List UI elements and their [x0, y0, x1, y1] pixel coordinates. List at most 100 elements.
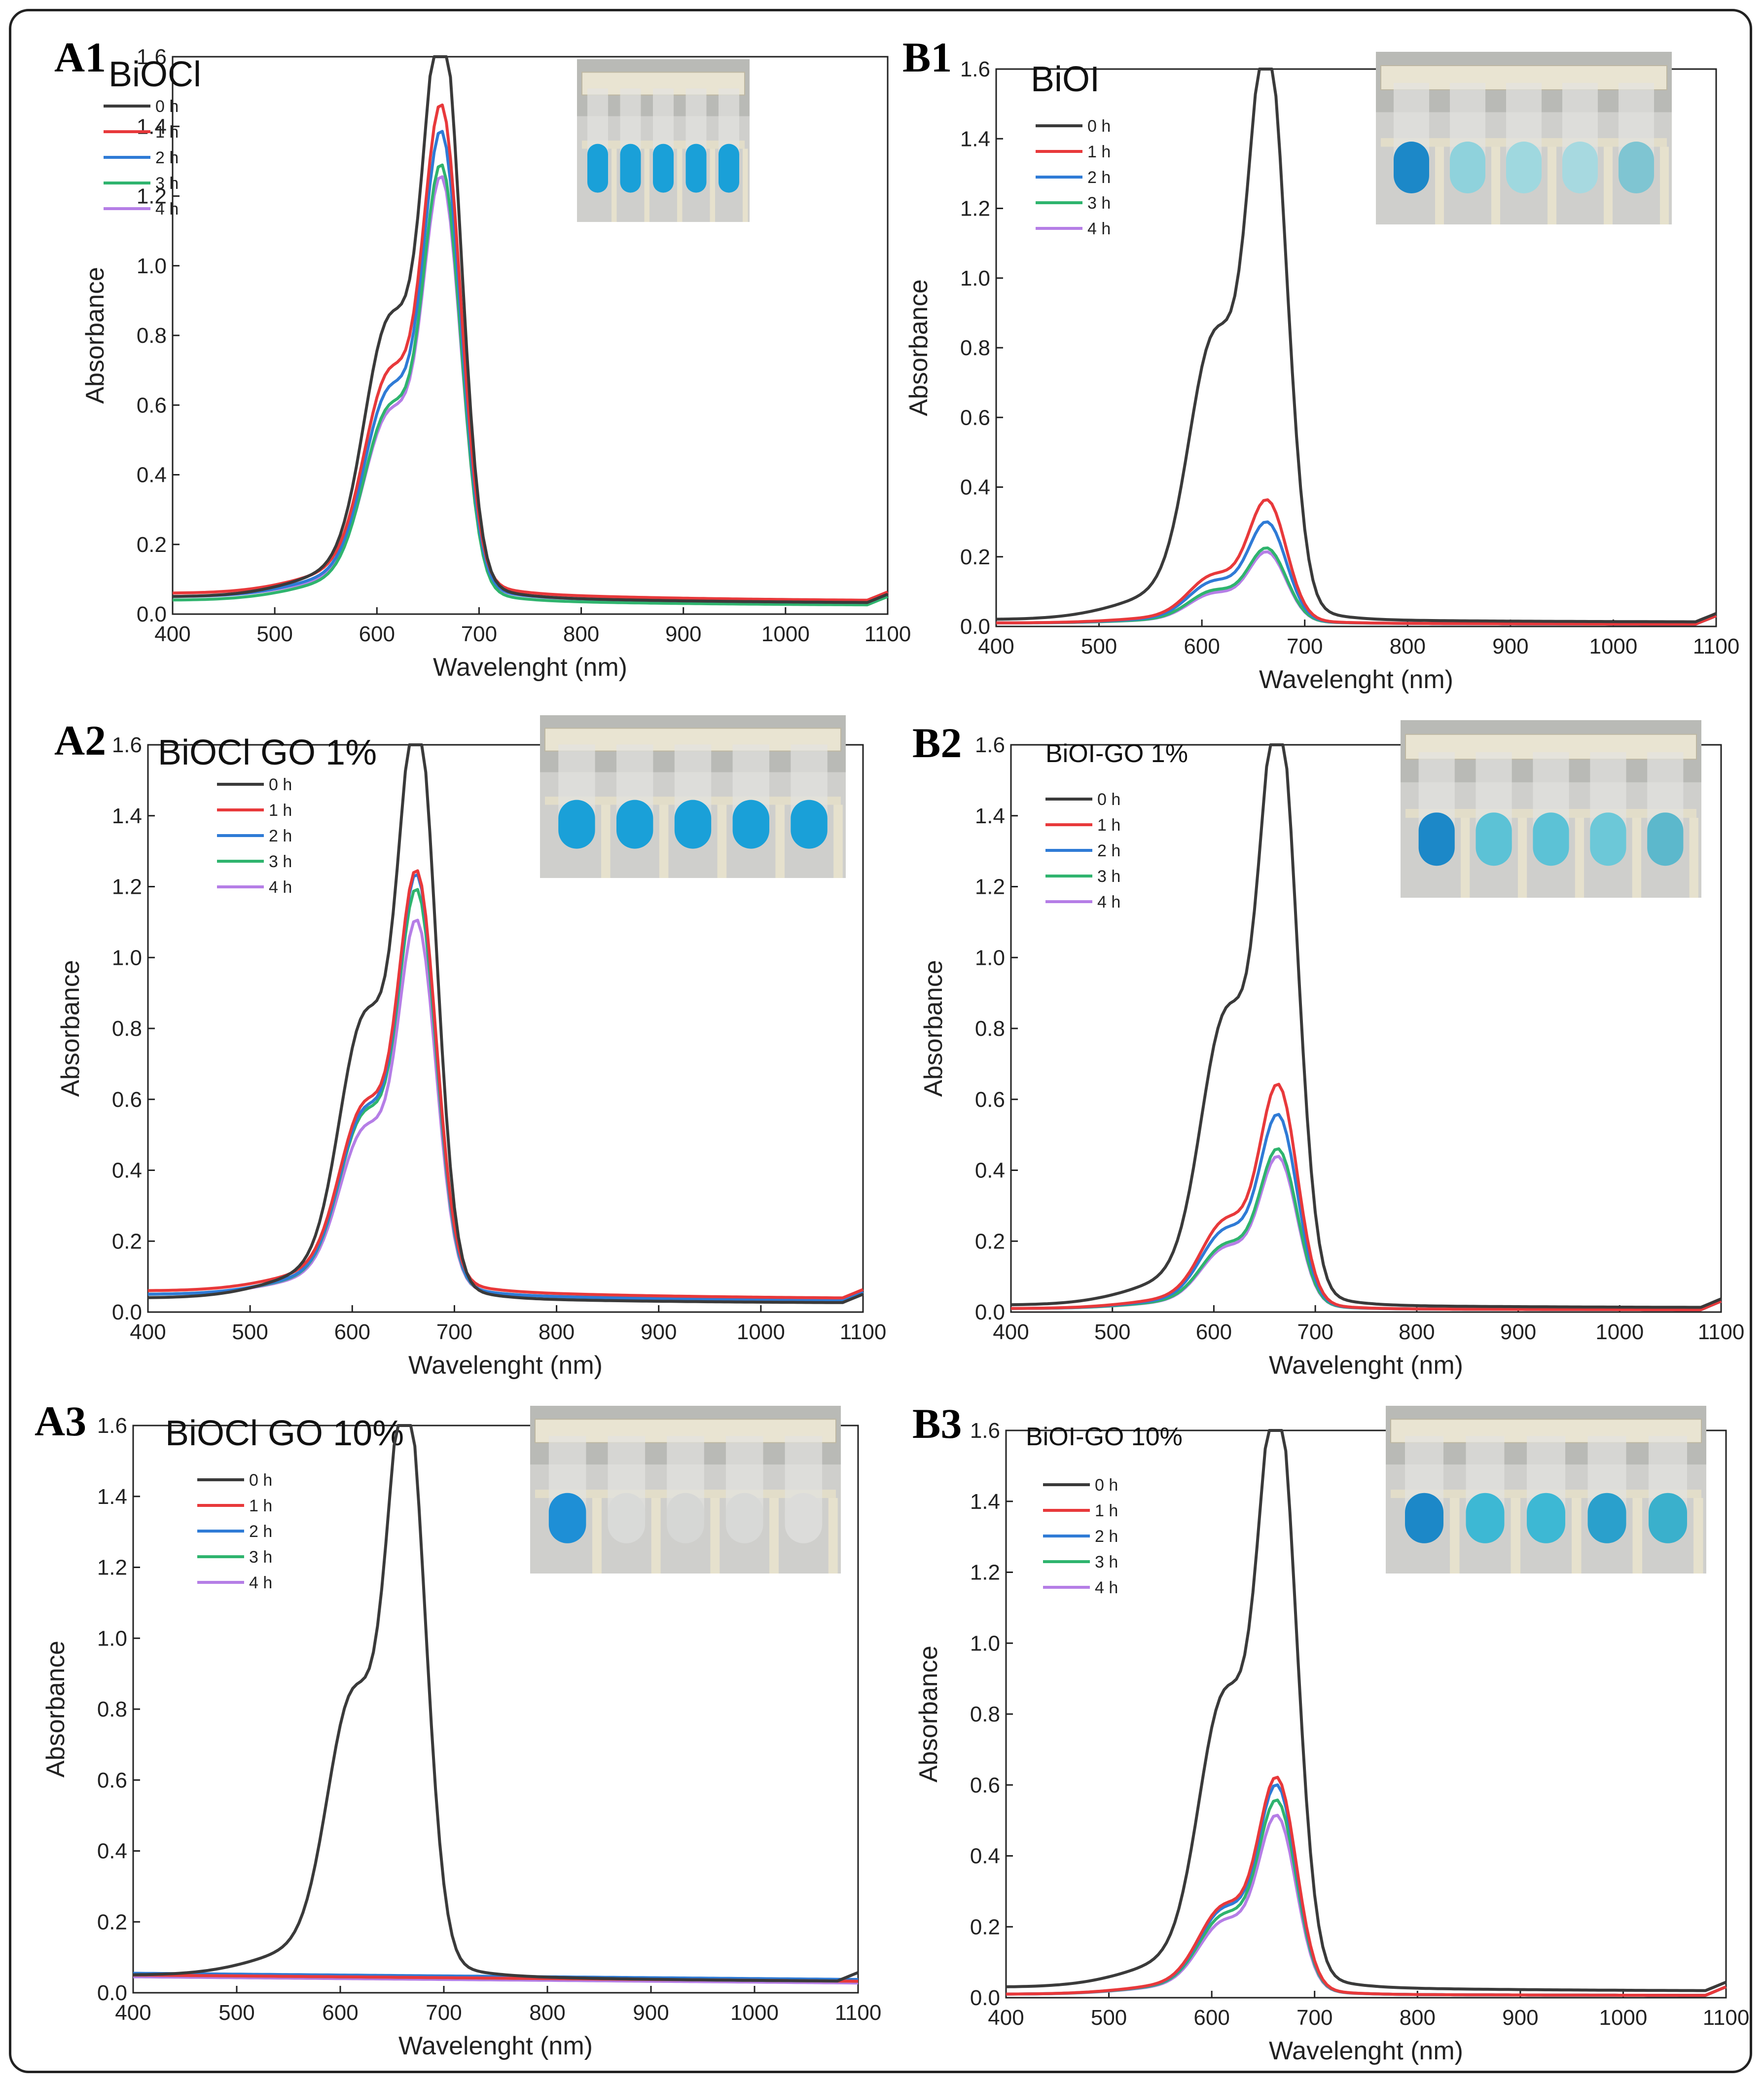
- chart-b1: 400 500 600 700 800 900 1000 1100 0.0 0.2 0.4 0.6 0.…: [902, 34, 1740, 694]
- legend-label: 4 h: [1097, 893, 1120, 912]
- y-axis-title: Absorbance: [919, 960, 948, 1097]
- y-tick-label: 1.4: [137, 114, 167, 139]
- y-tick-label: 0.4: [112, 1159, 142, 1183]
- legend-label: 0 h: [155, 97, 179, 116]
- x-tick-label: 900: [641, 1320, 677, 1344]
- y-tick-label: 0.2: [112, 1229, 142, 1253]
- x-tick-label: 500: [1081, 634, 1117, 658]
- inset-photo: [1401, 720, 1701, 898]
- x-tick-label: 400: [154, 622, 190, 646]
- plot-area-frame: [172, 56, 889, 615]
- series-line-3h: [172, 163, 889, 607]
- x-tick-label: 1100: [1698, 1320, 1745, 1344]
- panel-label: A2: [54, 717, 106, 764]
- chart-title: BiOCl GO 10%: [165, 1414, 404, 1453]
- legend-label: 1 h: [155, 123, 179, 142]
- panel-label: B2: [912, 719, 962, 767]
- y-tick-label: 1.2: [97, 1556, 127, 1580]
- chart-a1: 400 500 600 700 800 900 1000 1100 0.0 0.2 0.4 0.6 0.…: [54, 34, 911, 682]
- legend-label: 0 h: [269, 775, 292, 794]
- y-tick-label: 0.2: [975, 1229, 1005, 1253]
- legend-label: 4 h: [249, 1573, 272, 1592]
- series-line-3h: [1010, 1147, 1722, 1312]
- series-line-2h: [172, 130, 889, 604]
- legend-label: 4 h: [155, 200, 179, 219]
- legend-label: 3 h: [249, 1548, 272, 1567]
- x-axis-title: Wavelenght (nm): [1259, 665, 1453, 694]
- x-tick-label: 1100: [840, 1320, 887, 1344]
- chart-a2: 400 500 600 700 800 900 1000 1100 0.0 0.2 0.4 0.6 0.…: [54, 715, 886, 1380]
- x-tick-label: 1000: [737, 1320, 785, 1344]
- series-line-0h: [133, 1424, 859, 1983]
- y-tick-label: 0.6: [975, 1088, 1005, 1112]
- x-tick-label: 600: [1184, 634, 1220, 658]
- legend-label: 0 h: [1097, 790, 1120, 809]
- series-line-1h: [1011, 1083, 1722, 1312]
- legend-label: 2 h: [1095, 1527, 1118, 1546]
- series-line-0h: [1010, 743, 1722, 1309]
- x-tick-label: 1100: [1703, 2006, 1750, 2030]
- inset-photo: [530, 1406, 841, 1573]
- y-tick-label: 0.4: [960, 476, 990, 500]
- y-axis-title: Absorbance: [56, 960, 85, 1097]
- x-tick-label: 1000: [1589, 634, 1637, 658]
- y-axis-title: Absorbance: [81, 267, 109, 404]
- x-tick-label: 900: [1500, 1320, 1536, 1344]
- y-tick-label: 1.2: [975, 875, 1005, 899]
- x-tick-label: 700: [1297, 1320, 1333, 1344]
- series-line-1h: [996, 498, 1717, 626]
- x-tick-label: 600: [1196, 1320, 1232, 1344]
- legend-label: 1 h: [1095, 1501, 1118, 1520]
- series-line-3h: [996, 546, 1717, 626]
- x-tick-label: 500: [218, 2001, 254, 2025]
- y-tick-label: 0.0: [137, 602, 167, 626]
- y-tick-label: 0.0: [97, 1981, 127, 2005]
- y-tick-label: 1.6: [112, 733, 142, 757]
- series-line-0h: [1006, 1429, 1727, 1992]
- y-tick-label: 1.4: [112, 804, 142, 828]
- x-tick-label: 400: [988, 2006, 1024, 2030]
- y-tick-label: 0.4: [970, 1844, 1000, 1868]
- y-tick-label: 1.0: [975, 946, 1005, 970]
- y-tick-label: 0.8: [975, 1017, 1005, 1041]
- x-axis-title: Wavelenght (nm): [1269, 2037, 1463, 2065]
- y-tick-label: 0.2: [970, 1915, 1000, 1939]
- x-tick-label: 700: [1287, 634, 1323, 658]
- series-line-2h: [147, 873, 864, 1302]
- x-tick-label: 400: [115, 2001, 151, 2025]
- y-tick-label: 0.8: [112, 1017, 142, 1041]
- panel-label: B3: [912, 1400, 962, 1447]
- y-tick-label: 1.6: [960, 57, 990, 81]
- legend-label: 0 h: [249, 1471, 272, 1490]
- y-tick-label: 1.0: [97, 1626, 127, 1650]
- series-line-3h: [147, 888, 864, 1302]
- legend-label: 1 h: [269, 801, 292, 820]
- legend-label: 0 h: [1095, 1476, 1118, 1495]
- legend-label: 3 h: [1097, 867, 1120, 886]
- inset-photo: [1386, 1406, 1706, 1573]
- y-tick-label: 0.8: [97, 1697, 127, 1721]
- y-axis-title: Absorbance: [914, 1646, 943, 1783]
- y-tick-label: 1.0: [970, 1631, 1000, 1655]
- y-tick-label: 0.0: [960, 615, 990, 639]
- legend-label: 4 h: [1095, 1578, 1118, 1597]
- legend-label: 3 h: [1095, 1553, 1118, 1572]
- legend-label: 0 h: [1087, 117, 1111, 136]
- x-tick-label: 400: [130, 1320, 166, 1344]
- x-axis-title: Wavelenght (nm): [433, 653, 627, 682]
- x-tick-label: 1100: [835, 2001, 882, 2025]
- panel-label: A1: [54, 34, 106, 81]
- y-tick-label: 0.2: [960, 545, 990, 569]
- chart-title: BiOI-GO 10%: [1026, 1423, 1183, 1451]
- x-tick-label: 1100: [1693, 634, 1740, 658]
- series-line-0h: [147, 743, 864, 1304]
- x-tick-label: 800: [1399, 1320, 1435, 1344]
- x-tick-label: 900: [665, 622, 701, 646]
- y-tick-label: 1.0: [960, 266, 990, 291]
- legend-label: 4 h: [1087, 219, 1111, 238]
- x-tick-label: 1100: [864, 622, 911, 646]
- series-line-4h: [996, 550, 1717, 626]
- legend-label: 3 h: [269, 852, 292, 871]
- legend-label: 2 h: [155, 148, 179, 167]
- y-tick-label: 0.6: [970, 1773, 1000, 1797]
